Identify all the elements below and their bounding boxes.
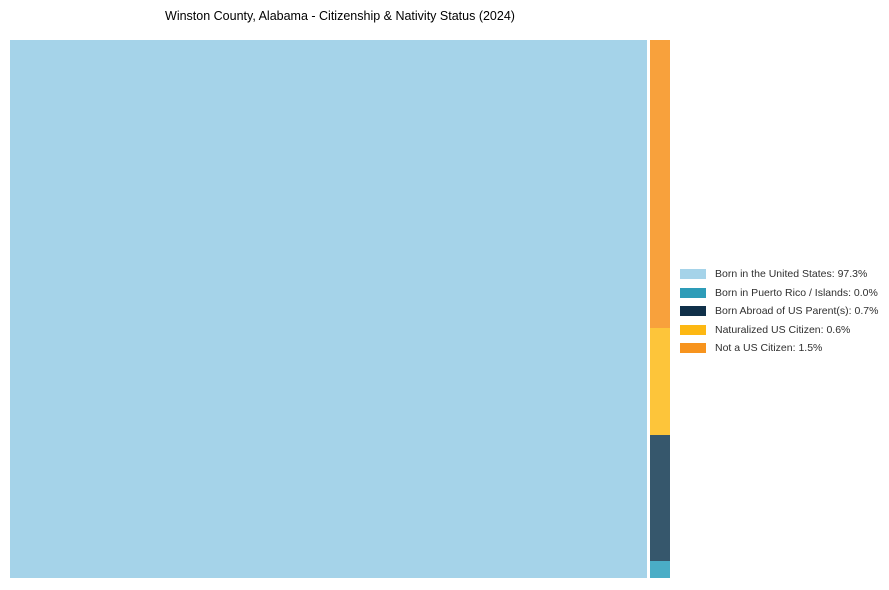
treemap-cell-born-in-puerto-rico-islands[interactable] <box>650 561 670 578</box>
treemap-cell-naturalized-us-citizen[interactable] <box>650 328 670 435</box>
legend: Born in the United States: 97.3% Born in … <box>680 265 878 358</box>
legend-label: Born in Puerto Rico / Islands: 0.0% <box>715 286 878 299</box>
legend-label: Not a US Citizen: 1.5% <box>715 342 823 354</box>
legend-item-born-in-puerto-rico-islands[interactable]: Born in Puerto Rico / Islands: 0.0% <box>680 284 878 303</box>
legend-label: Born Abroad of US Parent(s): 0.7% <box>715 305 879 317</box>
legend-item-not-a-us-citizen[interactable]: Not a US Citizen: 1.5% <box>680 339 878 358</box>
legend-item-naturalized-us-citizen[interactable]: Naturalized US Citizen: 0.6% <box>680 321 878 340</box>
legend-item-born-in-the-united-states[interactable]: Born in the United States: 97.3% <box>680 265 878 284</box>
legend-swatch-icon <box>680 324 706 335</box>
chart-title: Winston County, Alabama - Citizenship & … <box>165 9 515 23</box>
legend-item-born-abroad-of-us-parent-s[interactable]: Born Abroad of US Parent(s): 0.7% <box>680 302 878 321</box>
legend-label: Naturalized US Citizen: 0.6% <box>715 323 851 336</box>
legend-swatch-icon <box>680 269 706 280</box>
legend-label: Born in the United States: 97.3% <box>715 268 868 280</box>
legend-swatch-icon <box>680 306 706 317</box>
legend-swatch-icon <box>680 343 706 354</box>
legend-swatch-icon <box>680 287 706 298</box>
treemap-cell-not-a-us-citizen[interactable] <box>650 40 670 328</box>
treemap-cell-born-abroad-of-us-parent-s[interactable] <box>650 435 670 561</box>
treemap-cell-born-in-the-united-states[interactable] <box>10 40 647 578</box>
